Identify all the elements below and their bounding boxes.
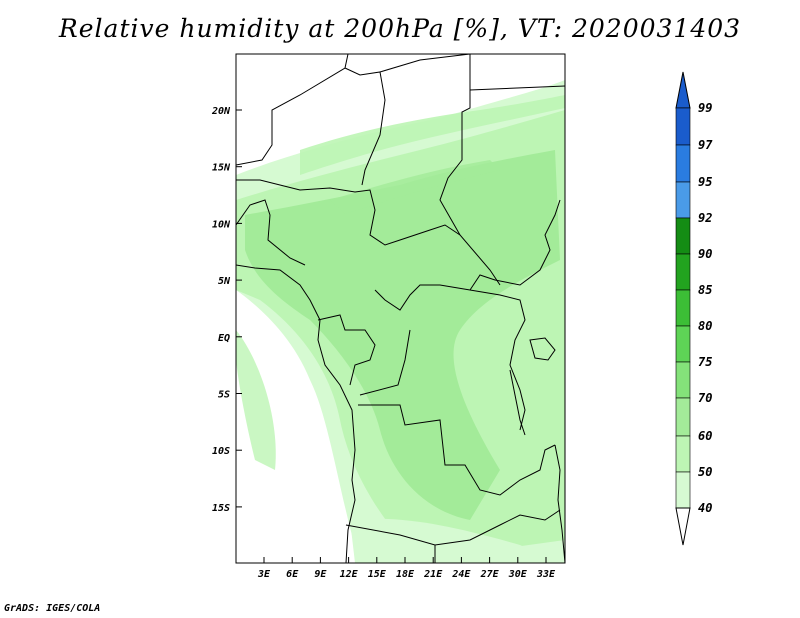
lon-tick-label: 15E [368,569,387,580]
lake-tanganyika [509,369,526,436]
border-line-k [358,404,556,496]
humidity-band-north [300,95,565,175]
colorbar-label: 90 [698,247,712,261]
lon-tick-label: 33E [536,569,556,580]
humidity-region-70 [245,150,560,520]
colorbar-label: 75 [698,355,712,369]
country-borders [236,54,565,563]
humidity-patch-south [350,518,560,563]
chart-title: Relative humidity at 200hPa [%], VT: 202… [58,14,742,43]
colorbar-label: 60 [698,429,712,443]
humidity-field [236,80,565,563]
colorbar-segment [675,181,691,219]
colorbar-label: 95 [698,175,712,189]
border-line-b [344,67,386,186]
border-line-d [439,54,501,286]
colorbar-segment [675,253,691,291]
lon-tick-label: 21E [423,569,443,580]
lon-tick-label: 6E [286,569,299,580]
border-line-j [359,329,411,396]
lat-tick-label: 10N [212,219,231,230]
colorbar-segment [675,397,691,437]
colorbar-segment [675,217,691,255]
lat-tick-label: EQ [218,333,230,344]
colorbar-top-arrow [675,71,691,109]
border-line-l [345,509,561,546]
colorbar-label: 99 [698,101,712,115]
lon-tick-label: 30E [508,569,528,580]
colorbar-segment [675,361,691,399]
colorbar-segment [675,471,691,509]
lon-tick-label: 18E [396,569,415,580]
border-line-c [379,54,471,73]
lat-tick-label: 15N [212,163,231,174]
colorbar-segment [675,289,691,327]
lon-tick-label: 24E [451,569,471,580]
colorbar-segment [675,435,691,473]
border-line-i [374,284,526,431]
colorbar-segment [675,325,691,363]
colorbar-label: 80 [698,319,712,333]
border-line-f [236,179,461,246]
lon-tick-label: 27E [480,569,500,580]
latitude-axis: 20N 15N 10N 5N EQ 5S 10S 15S [211,106,242,514]
colorbar-segment [675,107,691,146]
colorbar-label: 70 [698,391,712,405]
map-frame [235,53,566,564]
colorbar-segment [675,144,691,183]
colorbar-label: 85 [698,283,712,297]
lat-tick-label: 10S [212,446,230,457]
colorbar-label: 50 [698,465,712,479]
credit-text: GrADS: IGES/COLA [4,603,101,614]
longitude-axis: 3E 6E 9E 12E 15E 18E 21E 24E 27E 30E 33E [257,557,556,580]
lon-tick-label: 9E [314,569,327,580]
lat-tick-label: 15S [212,503,230,514]
humidity-patch-west [236,330,276,470]
colorbar: 99 97 95 92 90 85 80 75 70 60 50 40 [675,71,713,546]
colorbar-bottom-arrow [675,507,691,546]
border-line-h [317,314,376,386]
coastline [236,264,356,563]
lat-tick-label: 5S [218,390,230,401]
colorbar-label: 92 [698,211,712,225]
lat-tick-label: 20N [211,106,231,117]
lake-victoria [529,337,556,361]
colorbar-label: 97 [698,138,713,152]
lon-tick-label: 12E [340,569,359,580]
border-line-g [236,199,306,266]
colorbar-label: 40 [698,501,712,515]
border-line-e [469,85,565,91]
lat-tick-label: 5N [218,276,231,287]
border-line-o [554,444,565,563]
border-line-n [469,199,561,291]
lon-tick-label: 3E [257,569,271,580]
